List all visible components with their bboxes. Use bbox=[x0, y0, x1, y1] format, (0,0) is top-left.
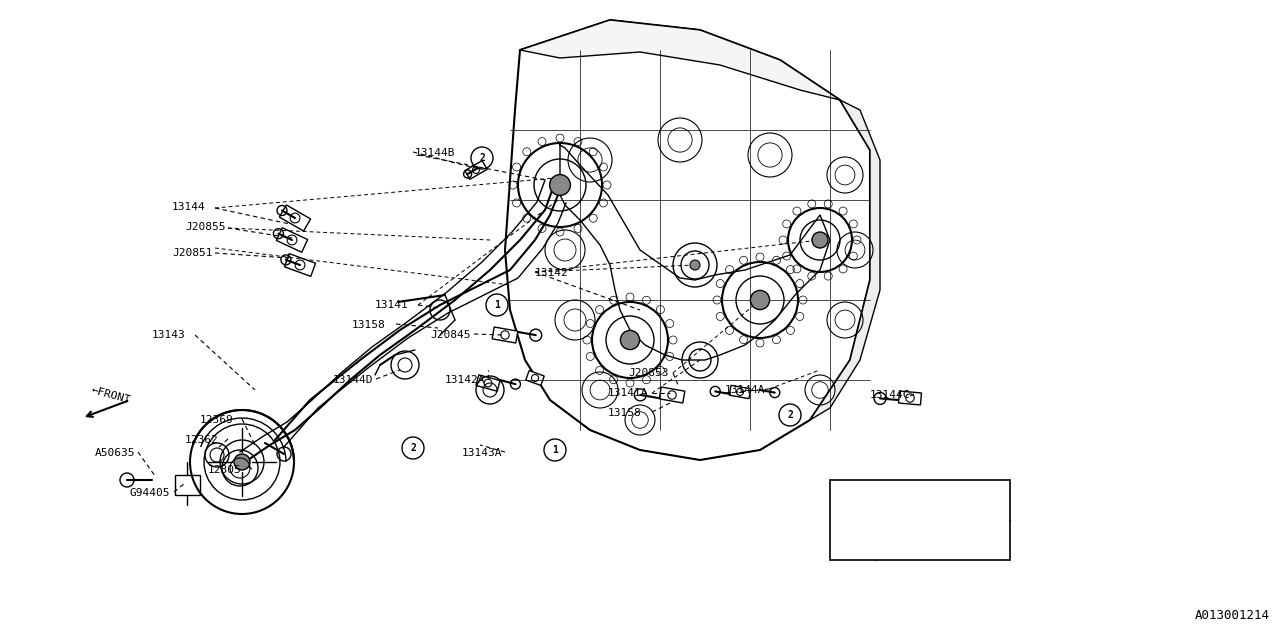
Text: 2: 2 bbox=[479, 153, 485, 163]
Polygon shape bbox=[465, 161, 488, 179]
Text: 13144B: 13144B bbox=[415, 148, 456, 158]
Bar bbox=[829, 480, 1010, 560]
Polygon shape bbox=[175, 475, 200, 495]
Polygon shape bbox=[526, 371, 544, 385]
Text: 13158: 13158 bbox=[352, 320, 385, 330]
Circle shape bbox=[234, 454, 250, 470]
Polygon shape bbox=[284, 253, 316, 276]
Text: A013001214: A013001214 bbox=[1196, 609, 1270, 622]
Text: 13144A: 13144A bbox=[724, 385, 765, 395]
Text: 13143A: 13143A bbox=[462, 448, 503, 458]
Circle shape bbox=[621, 330, 640, 349]
Polygon shape bbox=[520, 20, 840, 100]
Circle shape bbox=[812, 232, 828, 248]
Polygon shape bbox=[659, 387, 685, 403]
Text: 13142A: 13142A bbox=[445, 375, 485, 385]
Text: 13142: 13142 bbox=[535, 268, 568, 278]
Text: J20851: J20851 bbox=[172, 248, 212, 258]
Text: 1: 1 bbox=[552, 445, 558, 455]
Polygon shape bbox=[810, 100, 881, 420]
Text: 1: 1 bbox=[494, 300, 500, 310]
Polygon shape bbox=[279, 205, 311, 231]
Circle shape bbox=[690, 260, 700, 270]
Polygon shape bbox=[276, 228, 307, 252]
Polygon shape bbox=[492, 327, 518, 343]
Text: 13141: 13141 bbox=[375, 300, 408, 310]
Text: 13144C: 13144C bbox=[870, 390, 910, 400]
Polygon shape bbox=[476, 375, 500, 391]
Polygon shape bbox=[899, 391, 922, 405]
Text: 13143: 13143 bbox=[152, 330, 186, 340]
Text: 12305: 12305 bbox=[207, 465, 242, 475]
Text: J20853: J20853 bbox=[628, 368, 668, 378]
Text: 1: 1 bbox=[849, 497, 855, 507]
Text: J20845: J20845 bbox=[430, 330, 471, 340]
Polygon shape bbox=[506, 20, 870, 460]
Polygon shape bbox=[730, 385, 750, 399]
Text: 13158: 13158 bbox=[608, 408, 641, 418]
Text: A40610: A40610 bbox=[881, 536, 923, 549]
Text: 12369: 12369 bbox=[200, 415, 234, 425]
Text: 2: 2 bbox=[787, 410, 792, 420]
Text: 13144D: 13144D bbox=[333, 375, 374, 385]
Text: 2: 2 bbox=[849, 535, 855, 545]
Text: 13141A: 13141A bbox=[608, 388, 649, 398]
Text: 13144: 13144 bbox=[172, 202, 206, 212]
Text: G94405: G94405 bbox=[131, 488, 170, 498]
Text: A50635: A50635 bbox=[95, 448, 136, 458]
Text: J20855: J20855 bbox=[186, 222, 225, 232]
Text: 12362: 12362 bbox=[186, 435, 219, 445]
Circle shape bbox=[549, 175, 571, 195]
Text: 0104S*A: 0104S*A bbox=[881, 496, 929, 509]
Text: ←FRONT: ←FRONT bbox=[90, 385, 132, 405]
Circle shape bbox=[750, 291, 769, 310]
Text: 2: 2 bbox=[410, 443, 416, 453]
